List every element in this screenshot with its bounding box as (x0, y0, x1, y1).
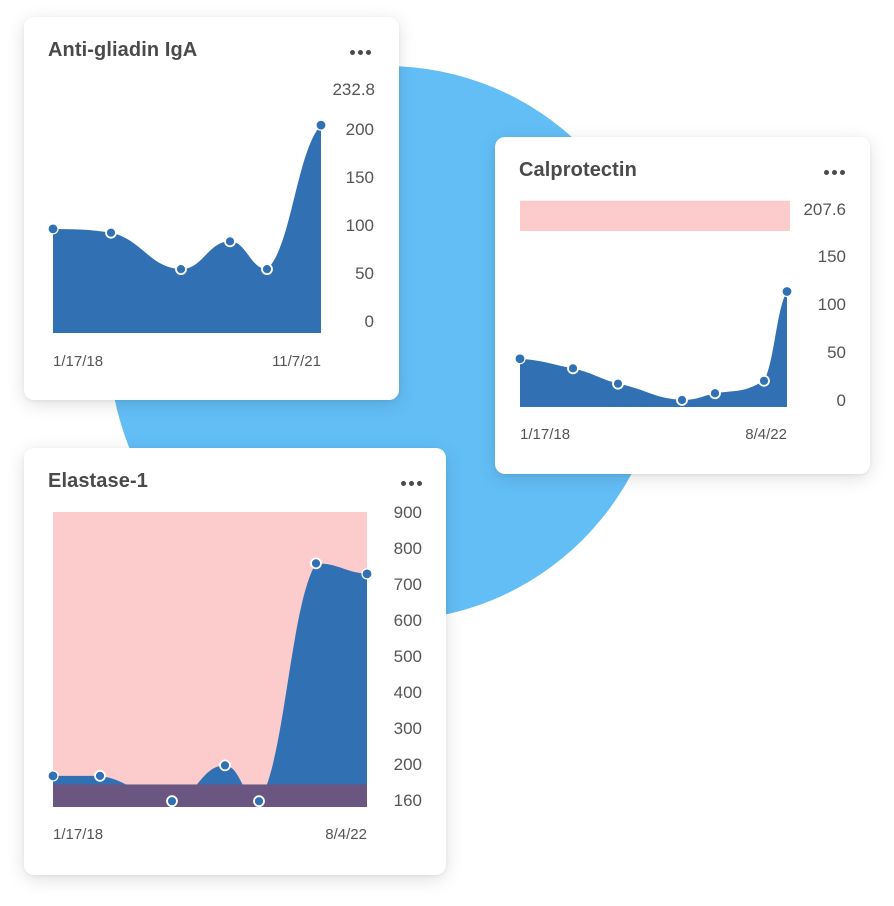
y-tick-label: 50 (355, 264, 374, 283)
data-point (166, 795, 178, 808)
y-max-label: 232.8 (332, 80, 375, 99)
y-tick-label: 160 (394, 791, 422, 810)
data-point (310, 557, 322, 570)
y-tick-label: 600 (394, 611, 422, 630)
data-point (709, 387, 721, 400)
y-tick-label: 200 (394, 755, 422, 774)
data-point (315, 119, 327, 131)
y-tick-label: 50 (827, 343, 846, 362)
x-start-label: 1/17/18 (520, 426, 570, 443)
reference-range-band (520, 200, 790, 232)
data-point (253, 795, 265, 808)
data-point (676, 394, 688, 406)
data-point (224, 235, 236, 248)
y-max-label: 207.6 (803, 200, 846, 219)
calprotectin-title: Calprotectin (519, 159, 637, 181)
data-point (105, 226, 117, 239)
elastase-title: Elastase-1 (48, 470, 148, 492)
x-start-label: 1/17/18 (53, 353, 103, 370)
calprotectin-chart: 207.6 150 100 50 0 1/17/18 8/4/22 (514, 200, 846, 443)
anti-gliadin-title: Anti-gliadin IgA (48, 39, 198, 61)
y-tick-label: 0 (837, 391, 846, 410)
y-tick-label: 150 (818, 247, 846, 266)
x-start-label: 1/17/18 (53, 826, 103, 843)
more-options-icon[interactable] (396, 472, 426, 494)
series-area (53, 125, 321, 333)
data-point (758, 374, 770, 387)
y-tick-label: 500 (394, 647, 422, 666)
data-point (47, 770, 59, 782)
reference-range-overlap (53, 784, 367, 807)
data-point (94, 769, 106, 782)
data-point (175, 263, 187, 276)
series-area (520, 291, 787, 407)
y-tick-label: 400 (394, 683, 422, 702)
y-tick-label: 0 (365, 312, 374, 331)
data-point (567, 362, 579, 375)
data-point (781, 285, 793, 298)
more-options-icon[interactable] (819, 161, 849, 183)
data-point (361, 568, 373, 580)
y-tick-label: 700 (394, 575, 422, 594)
y-tick-label: 800 (394, 539, 422, 558)
y-tick-label: 100 (818, 295, 846, 314)
y-tick-label: 150 (346, 168, 374, 187)
x-end-label: 8/4/22 (325, 826, 367, 843)
y-tick-label: 900 (394, 503, 422, 522)
elastase-card: Elastase-1 900 800 700 600 500 400 300 200 160 1/… (24, 448, 446, 875)
elastase-chart: 900 800 700 600 500 400 300 200 160 1/17/18 8/4/22 (47, 503, 422, 843)
calprotectin-card: Calprotectin 207.6 150 100 50 0 1/17/18 8/4/2… (495, 137, 870, 474)
data-point (514, 353, 526, 365)
x-end-label: 11/7/21 (272, 353, 321, 370)
data-point (219, 759, 231, 772)
anti-gliadin-chart: 232.8 200 150 100 50 0 1/17/18 11/7/21 (47, 80, 375, 370)
y-tick-label: 300 (394, 719, 422, 738)
y-tick-label: 200 (346, 120, 374, 139)
series-area (53, 563, 367, 807)
y-tick-label: 100 (346, 216, 374, 235)
data-point (261, 263, 273, 276)
data-point (47, 223, 59, 235)
data-point (612, 377, 624, 390)
x-end-label: 8/4/22 (745, 426, 787, 443)
anti-gliadin-card: Anti-gliadin IgA 232.8 200 150 100 50 0 1/17/… (24, 17, 399, 400)
more-options-icon[interactable] (345, 41, 375, 63)
